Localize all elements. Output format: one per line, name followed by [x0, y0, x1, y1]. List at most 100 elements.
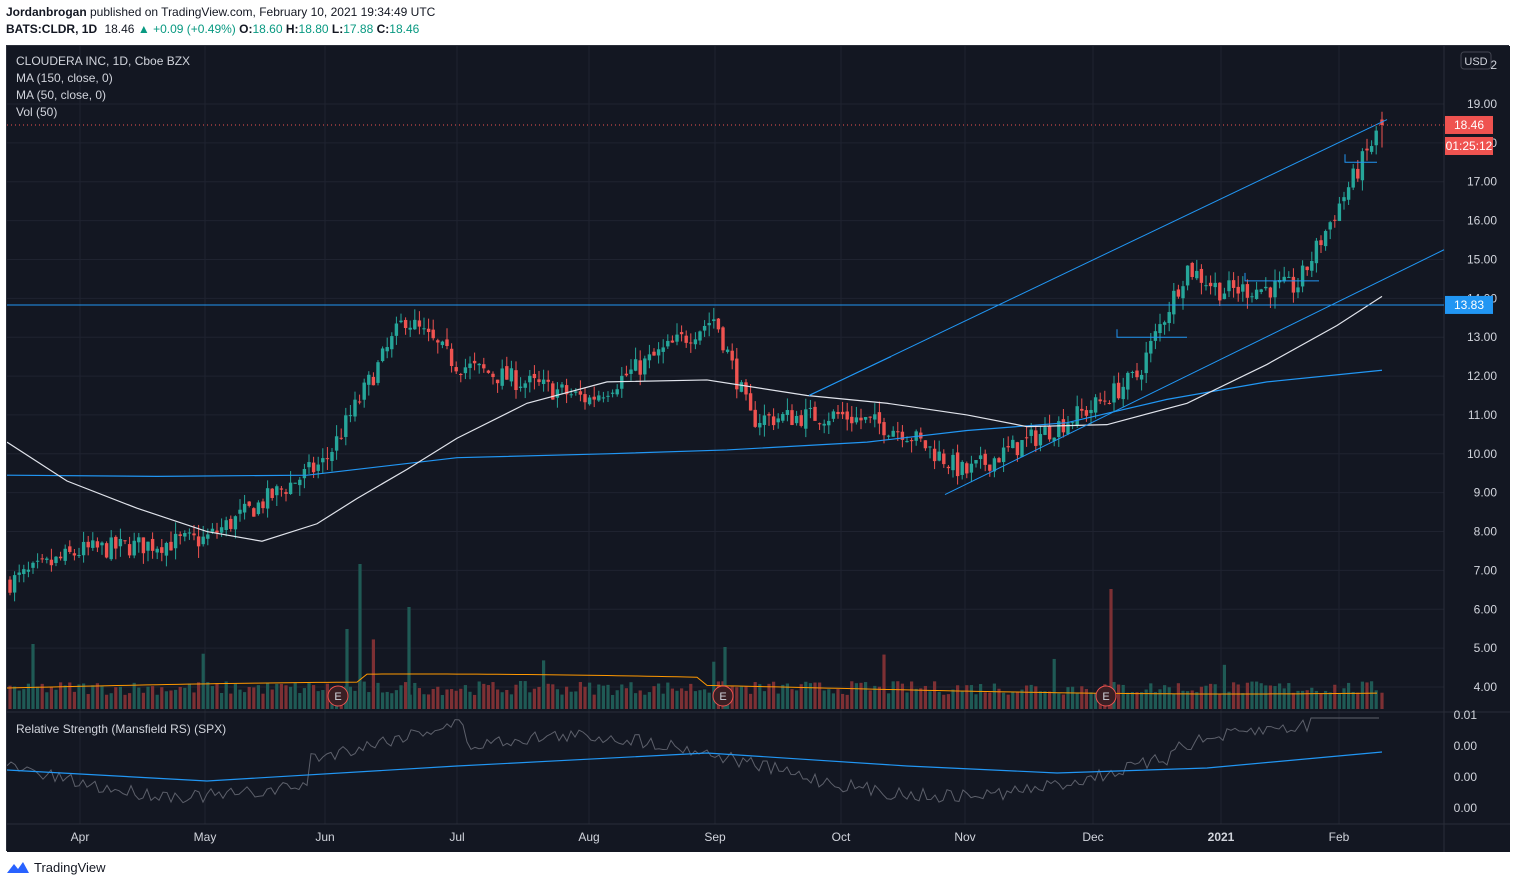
publish-info: Jordanbrogan published on TradingView.co…	[6, 5, 435, 19]
volume-bar	[1255, 681, 1259, 709]
candle-body	[974, 460, 978, 464]
candle-body	[1222, 293, 1227, 300]
volume-bar	[689, 683, 693, 709]
candle-body	[362, 382, 366, 400]
lower-channel-trendline[interactable]	[944, 249, 1445, 496]
candle-body	[169, 541, 173, 551]
earnings-marker-icon[interactable]	[712, 685, 734, 707]
low-label: L:	[331, 22, 344, 36]
candle-body	[1098, 399, 1102, 402]
candle-body	[436, 340, 440, 343]
volume-bar	[1181, 690, 1185, 709]
candle-body	[68, 546, 72, 552]
currency-button[interactable]	[1460, 51, 1492, 70]
base-box-line[interactable]	[1344, 154, 1377, 163]
earnings-marker-label: E	[334, 691, 341, 703]
candle-body	[863, 416, 868, 420]
volume-bar	[431, 688, 435, 709]
legend-volume[interactable]: Vol (50)	[16, 105, 58, 119]
volume-bar	[661, 693, 665, 709]
candle-body	[965, 463, 969, 474]
candle-body	[886, 435, 891, 437]
candle-body	[224, 520, 228, 531]
volume-bar	[693, 691, 697, 709]
volume-bar	[887, 693, 891, 709]
tradingview-logo-icon	[7, 862, 29, 873]
author-name[interactable]: Jordanbrogan	[6, 5, 87, 19]
candle-body	[1300, 265, 1305, 287]
candle-body	[164, 542, 169, 556]
volume-bar	[210, 686, 214, 709]
candle-body	[1236, 286, 1240, 294]
candle-body	[1070, 422, 1075, 424]
candle-body	[1084, 410, 1089, 416]
volume-bar	[707, 692, 711, 709]
symbol-label: BATS:CLDR, 1D	[6, 22, 98, 36]
candle-body	[840, 411, 845, 415]
earnings-marker-icon[interactable]	[327, 685, 349, 707]
candle-body	[859, 417, 863, 421]
candle-body	[868, 416, 872, 418]
base-box-line[interactable]	[1244, 272, 1319, 282]
volume-bar	[546, 683, 550, 709]
volume-bar	[1015, 691, 1019, 709]
volume-bar	[592, 694, 596, 709]
volume-bar	[302, 688, 306, 709]
volume-bar	[394, 690, 398, 709]
candle-body	[109, 537, 113, 560]
volume-bar	[169, 690, 173, 709]
earnings-marker-icon[interactable]	[1095, 685, 1117, 707]
volume-bar	[1117, 684, 1121, 709]
volume-bar	[873, 685, 877, 709]
volume-bar	[795, 690, 799, 709]
upper-channel-trendline[interactable]	[808, 119, 1388, 396]
candle-body	[1328, 222, 1332, 230]
candle-body	[1162, 322, 1167, 325]
volume-bar	[997, 688, 1001, 709]
volume-bar	[151, 686, 155, 709]
volume-bar	[174, 689, 178, 709]
candle-body	[316, 464, 320, 471]
volume-bar	[914, 688, 918, 709]
volume-bar	[877, 686, 881, 709]
volume-bar	[615, 690, 619, 709]
candle-body	[26, 569, 31, 572]
candle-body	[666, 340, 670, 347]
candle-body	[896, 431, 900, 433]
candle-body	[748, 393, 753, 411]
legend-ma50[interactable]: MA (50, close, 0)	[16, 88, 107, 102]
candle-body	[813, 406, 817, 421]
volume-bar	[206, 682, 210, 709]
candle-body	[100, 542, 104, 546]
time-axis-label: Dec	[1082, 830, 1103, 844]
volume-bar	[532, 688, 536, 709]
volume-bar	[201, 653, 205, 709]
volume-bar	[1305, 690, 1309, 709]
candle-body	[620, 375, 624, 389]
volume-bar	[583, 686, 587, 709]
mini-trendline[interactable]	[808, 356, 892, 396]
volume-bar	[279, 683, 283, 709]
chart-panel[interactable]: EEE219.0018.0017.0016.0015.0014.0013.001…	[6, 45, 1510, 852]
legend-relative-strength[interactable]: Relative Strength (Mansfield RS) (SPX)	[16, 722, 227, 736]
candle-body	[252, 508, 256, 517]
candle-body	[1369, 146, 1374, 152]
volume-bar	[77, 684, 81, 709]
volume-bar	[261, 693, 265, 709]
candle-body	[472, 360, 477, 364]
volume-bar	[477, 681, 481, 709]
candle-body	[1195, 270, 1199, 279]
candle-body	[1185, 265, 1190, 286]
tradingview-footer[interactable]: TradingView	[6, 858, 106, 876]
base-box-line[interactable]	[1116, 329, 1187, 338]
volume-bar	[141, 692, 145, 709]
price-chart-svg[interactable]: EEE219.0018.0017.0016.0015.0014.0013.001…	[7, 46, 1510, 852]
rs-line	[7, 717, 1379, 804]
change-arrow-icon: ▲	[137, 22, 150, 36]
volume-bar	[1144, 689, 1148, 709]
legend-ma150[interactable]: MA (150, close, 0)	[16, 71, 113, 85]
volume-bar	[82, 683, 86, 709]
volume-bar	[1140, 692, 1144, 709]
currency-label[interactable]: USD	[1464, 56, 1487, 68]
tradingview-brand-text: TradingView	[34, 859, 106, 875]
